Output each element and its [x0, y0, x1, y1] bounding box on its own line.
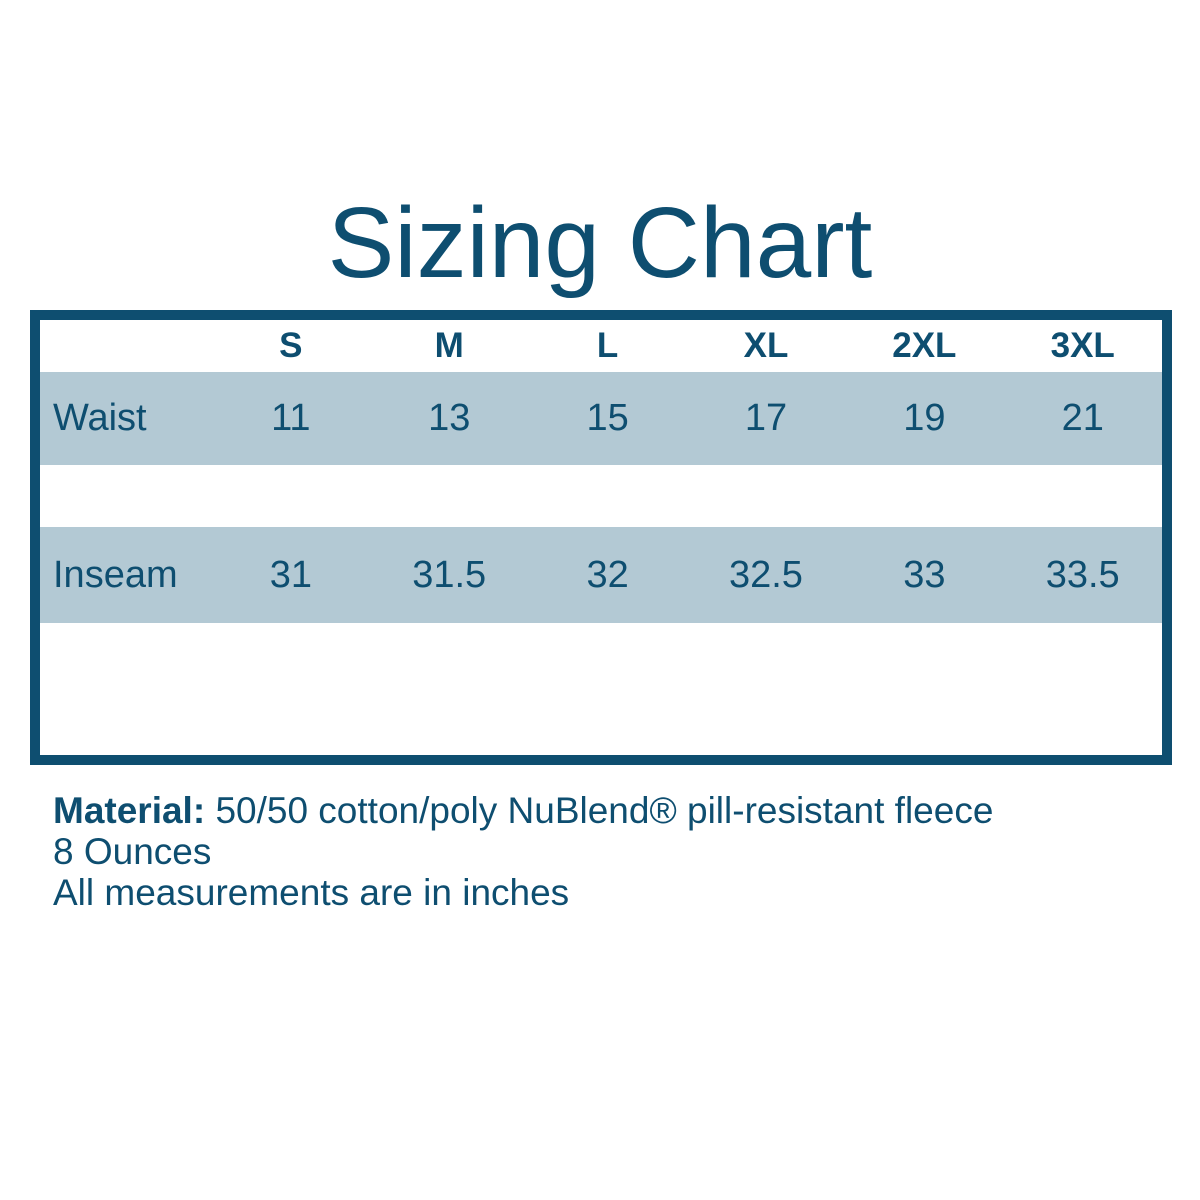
- page-title: Sizing Chart: [327, 187, 873, 299]
- inseam-value-m: 31.5: [412, 553, 487, 596]
- sizing-table: S M L XL 2XL 3XL Waist 11 13 15 17 19 21…: [30, 310, 1172, 765]
- product-notes: Material: 50/50 cotton/poly NuBlend® pil…: [53, 790, 993, 913]
- column-header-3xl: 3XL: [1050, 326, 1115, 365]
- table-row-waist: Waist 11 13 15 17 19 21: [40, 372, 1162, 465]
- inseam-value-l: 32: [586, 553, 629, 596]
- column-header-l: L: [596, 326, 619, 365]
- inseam-value-2xl: 33: [903, 553, 946, 596]
- table-bottom-spacer-row: [40, 623, 1162, 755]
- material-note: Material: 50/50 cotton/poly NuBlend® pil…: [53, 790, 993, 831]
- header-empty-cell: [40, 320, 212, 372]
- waist-value-m: 13: [428, 397, 471, 439]
- waist-value-s: 11: [271, 397, 311, 439]
- material-label: Material:: [53, 790, 206, 831]
- column-header-xl: XL: [743, 326, 789, 365]
- waist-value-2xl: 19: [903, 397, 946, 439]
- inseam-value-xl: 32.5: [728, 553, 803, 596]
- table-spacer-row: [40, 465, 1162, 527]
- row-label-inseam: Inseam: [53, 553, 178, 596]
- material-value: 50/50 cotton/poly NuBlend® pill-resistan…: [215, 790, 994, 831]
- row-label-waist: Waist: [53, 397, 147, 439]
- table-header-row: S M L XL 2XL 3XL: [40, 320, 1162, 372]
- waist-value-l: 15: [586, 397, 629, 439]
- measurements-note: All measurements are in inches: [53, 872, 570, 913]
- weight-note: 8 Ounces: [53, 831, 212, 872]
- inseam-value-s: 31: [269, 553, 312, 596]
- inseam-value-3xl: 33.5: [1045, 553, 1120, 596]
- waist-value-3xl: 21: [1061, 397, 1104, 439]
- table-row-inseam: Inseam 31 31.5 32 32.5 33 33.5: [40, 527, 1162, 623]
- waist-value-xl: 17: [744, 397, 788, 439]
- column-header-m: M: [434, 326, 464, 365]
- column-header-s: S: [279, 326, 303, 365]
- column-header-2xl: 2XL: [892, 326, 957, 365]
